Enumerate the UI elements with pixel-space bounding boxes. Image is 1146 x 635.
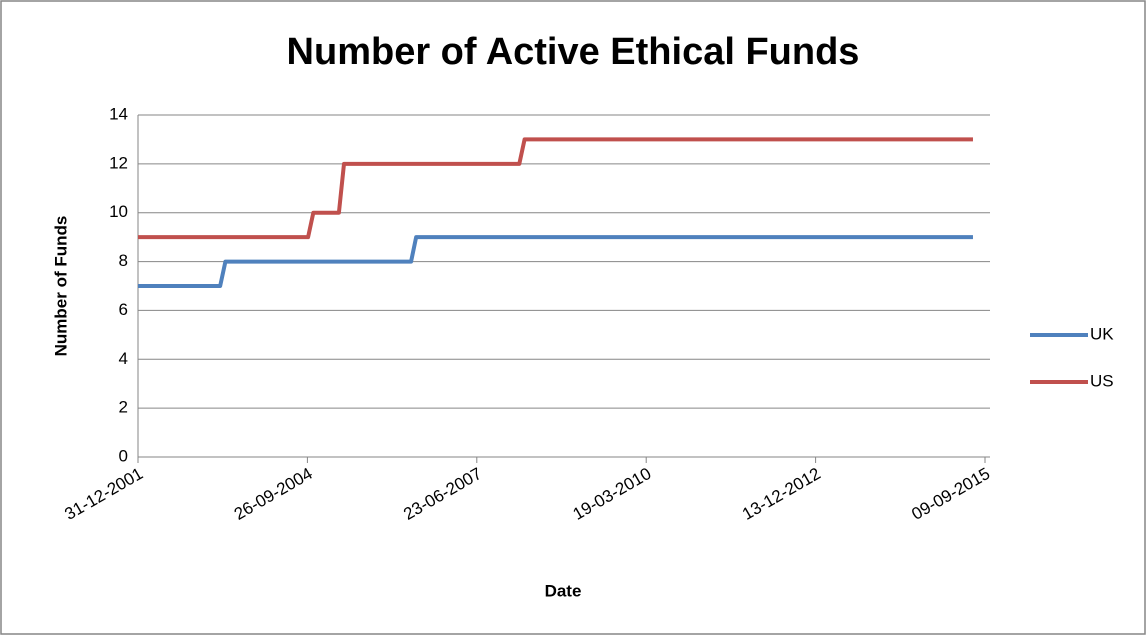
series-line	[138, 235, 973, 288]
y-axis-label: Number of Funds	[51, 216, 70, 357]
legend-label: US	[1090, 371, 1114, 390]
x-axis-label: Date	[545, 581, 582, 600]
y-tick-label: 4	[119, 349, 128, 368]
legend-label: UK	[1090, 324, 1114, 343]
y-tick-label: 8	[119, 251, 128, 270]
y-tick-label: 10	[109, 202, 128, 221]
series-line	[138, 137, 973, 240]
chart-title: Number of Active Ethical Funds	[287, 31, 860, 73]
y-tick-label: 2	[119, 398, 128, 417]
y-tick-label: 0	[119, 446, 128, 465]
y-tick-label: 6	[119, 300, 128, 319]
y-tick-label: 12	[109, 153, 128, 172]
y-tick-label: 14	[109, 104, 128, 123]
